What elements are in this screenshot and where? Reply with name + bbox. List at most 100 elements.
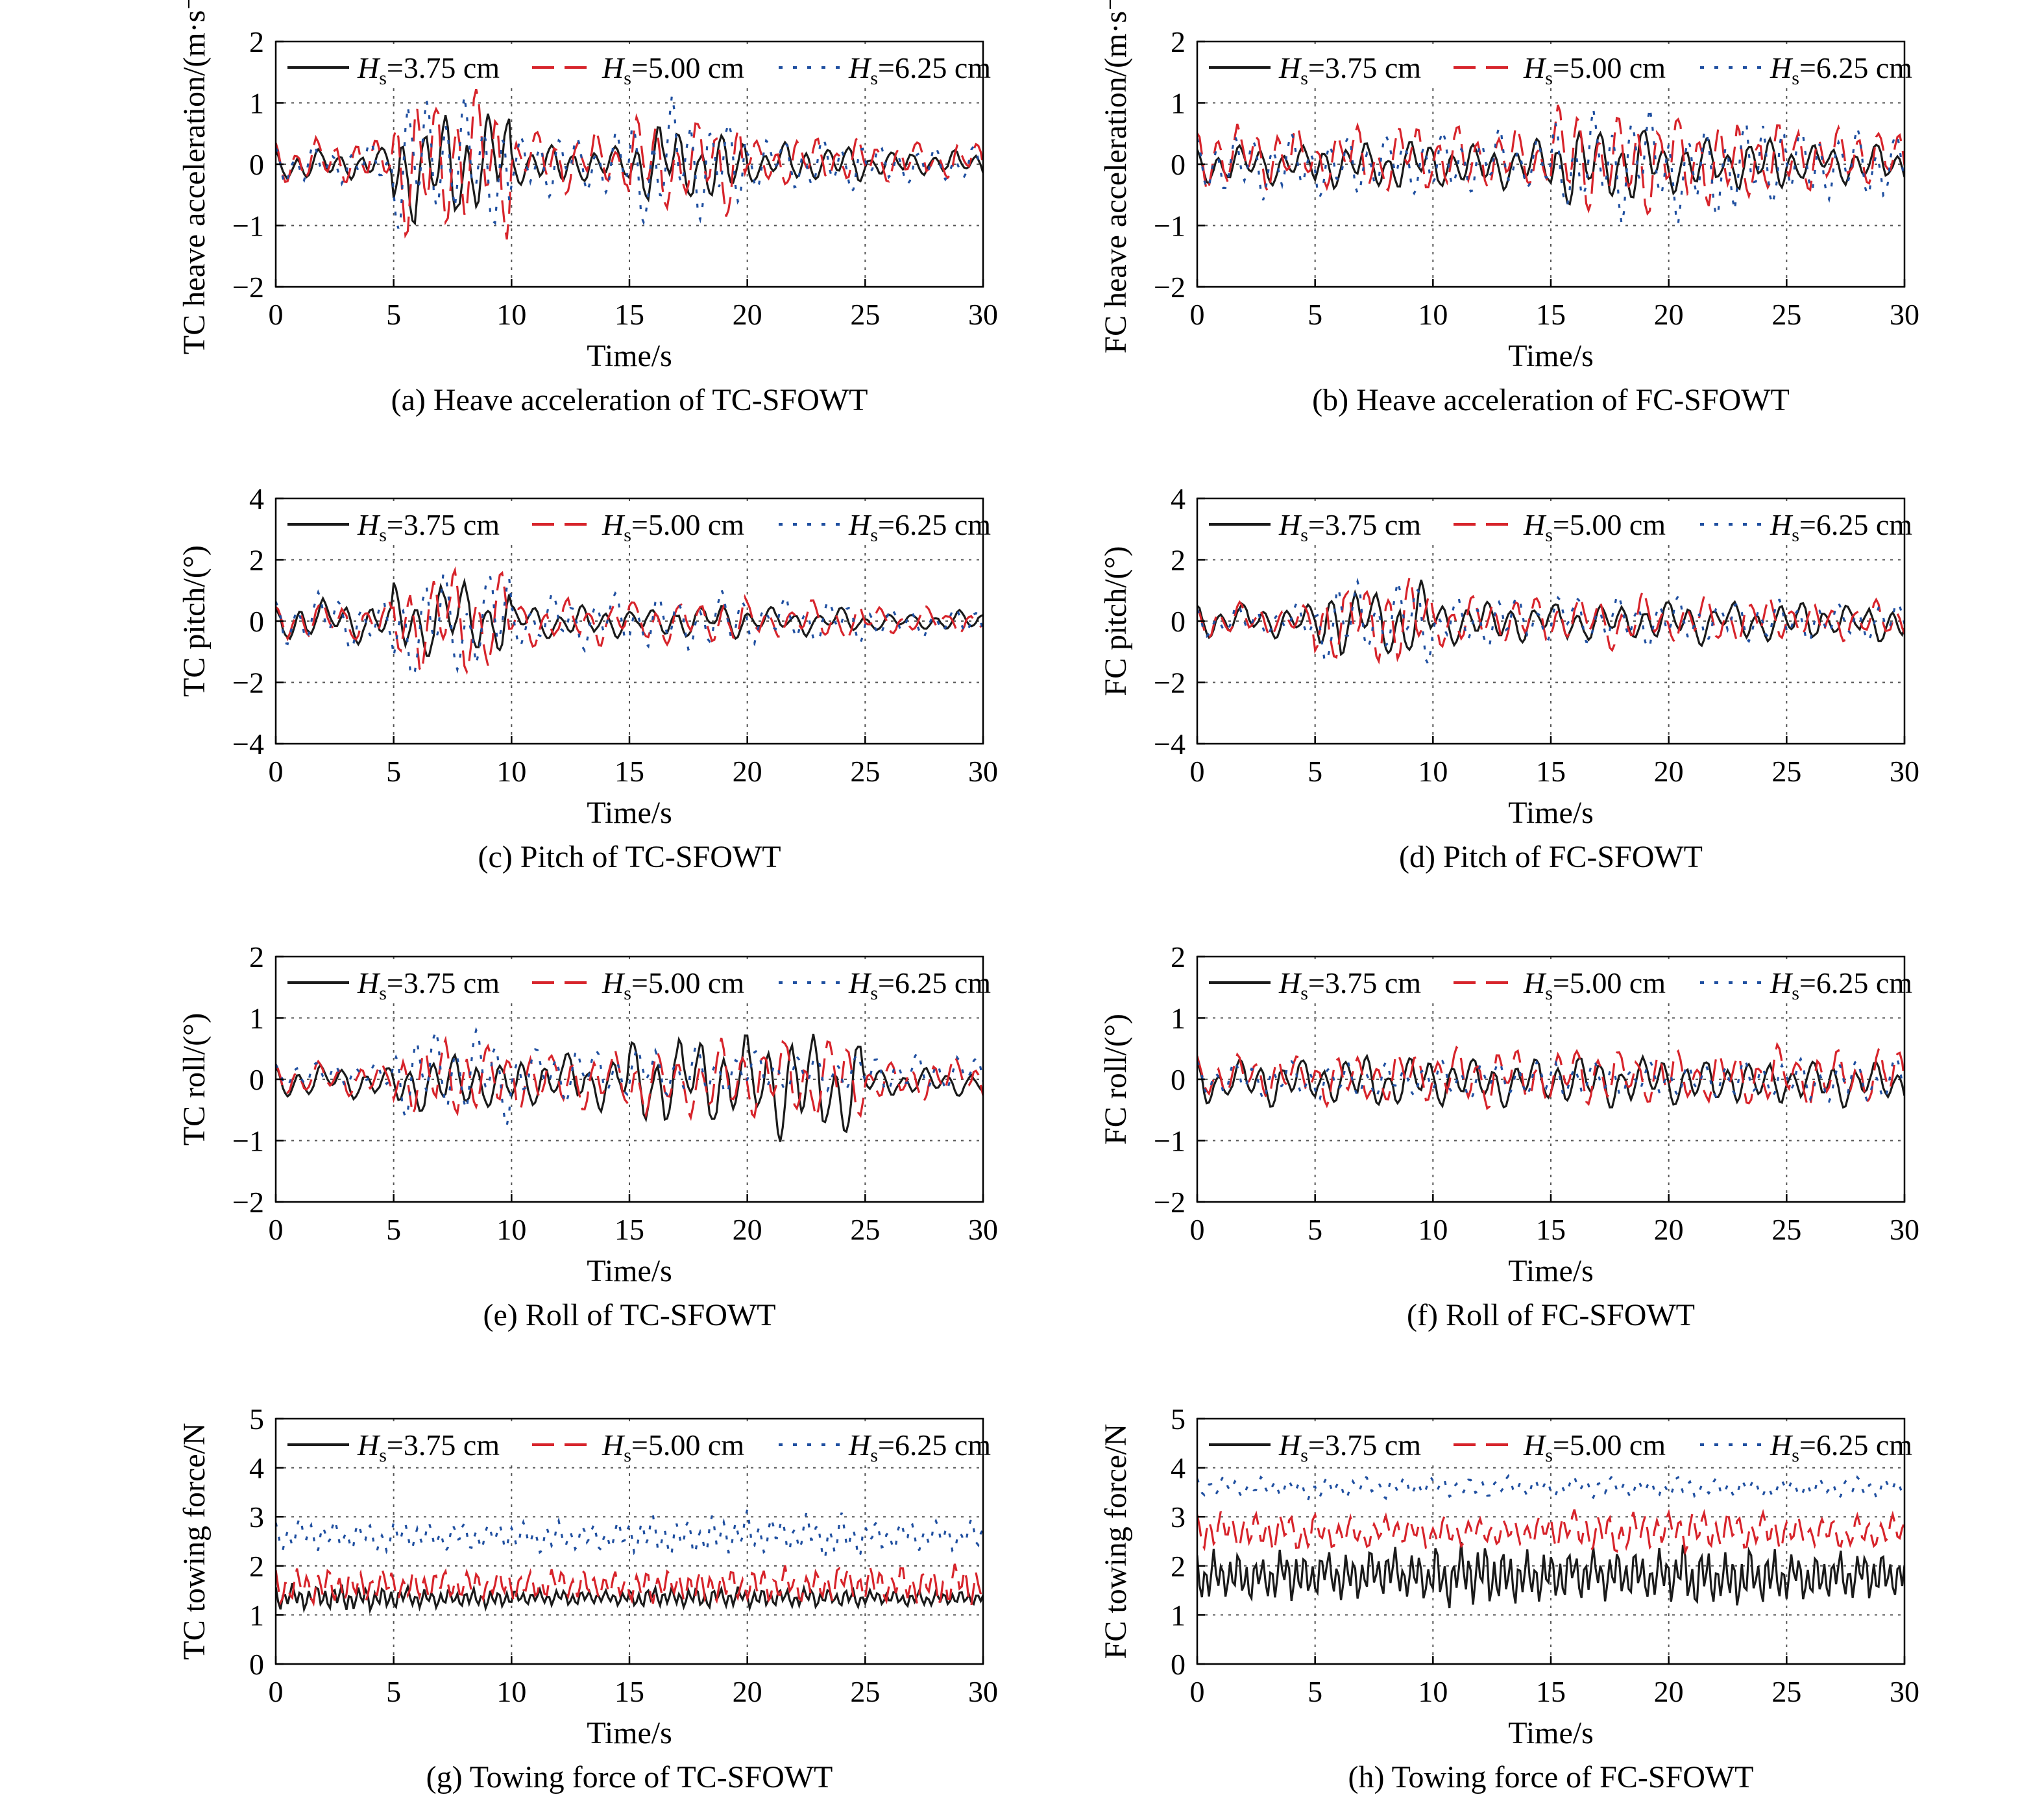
x-tick-label: 25 — [1771, 1675, 1801, 1708]
x-tick-label: 10 — [496, 1213, 526, 1246]
x-tick-label: 20 — [1654, 1213, 1684, 1246]
series-line-3 — [1197, 577, 1904, 668]
subplot-caption: (c) Pitch of TC-SFOWT — [478, 840, 781, 874]
subplot-8: 0 5 10 15 20 25 30 0 1 2 3 4 5 Time/s FC towing force/… — [1099, 1402, 1919, 1794]
y-tick-label: 1 — [249, 1598, 264, 1632]
x-tick-label: 5 — [1308, 1213, 1322, 1246]
legend-label-1: Hs=3.75 cm — [357, 1428, 500, 1466]
subplot-4: 0 5 10 15 20 25 30 −4 −2 0 2 4 Time/s FC pitch/(°) (d)… — [1099, 482, 1919, 874]
series-line-1 — [1197, 580, 1904, 657]
x-tick-label: 20 — [1654, 298, 1684, 331]
y-tick-label: 1 — [1171, 87, 1186, 120]
legend-background — [281, 1424, 978, 1465]
legend-label-3: Hs=6.25 cm — [1770, 1428, 1912, 1466]
series-line-2 — [276, 89, 983, 240]
x-tick-label: 5 — [386, 1675, 401, 1708]
x-tick-label: 0 — [269, 1213, 284, 1246]
legend: Hs=3.75 cm Hs=5.00 cm Hs=6.25 cm — [281, 962, 991, 1004]
y-tick-label: 4 — [1171, 482, 1186, 515]
x-tick-label: 10 — [1418, 298, 1448, 331]
y-tick-label: 4 — [249, 1452, 264, 1485]
subplot-3: 0 5 10 15 20 25 30 −4 −2 0 2 4 Time/s TC pitch/(°) (c)… — [177, 482, 998, 874]
legend-background — [281, 504, 978, 545]
y-axis-label: FC towing force/N — [1099, 1424, 1133, 1659]
x-axis-label: Time/s — [587, 796, 672, 830]
y-tick-label: 2 — [1171, 544, 1186, 577]
legend-label-3: Hs=6.25 cm — [1770, 966, 1912, 1004]
series-line-1 — [1197, 128, 1904, 206]
series-line-2 — [276, 566, 983, 675]
series-line-3 — [1197, 1474, 1904, 1502]
legend-label-2: Hs=5.00 cm — [602, 966, 744, 1004]
x-tick-label: 15 — [1536, 1213, 1566, 1246]
x-tick-label: 20 — [1654, 755, 1684, 788]
series-line-2 — [1197, 1508, 1904, 1556]
x-tick-label: 30 — [968, 755, 998, 788]
legend-label-2: Hs=5.00 cm — [602, 508, 744, 546]
legend-label-3: Hs=6.25 cm — [848, 1428, 991, 1466]
subplot-2: 0 5 10 15 20 25 30 −2 −1 0 1 2 Time/s FC heave accele… — [1099, 0, 1919, 417]
y-axis-label: FC pitch/(°) — [1099, 546, 1133, 696]
legend: Hs=3.75 cm Hs=5.00 cm Hs=6.25 cm — [1202, 504, 1912, 546]
y-tick-label: 2 — [249, 25, 264, 58]
y-tick-label: −2 — [232, 1186, 264, 1219]
legend-label-3: Hs=6.25 cm — [848, 508, 991, 546]
x-tick-label: 0 — [1190, 1213, 1205, 1246]
legend: Hs=3.75 cm Hs=5.00 cm Hs=6.25 cm — [1202, 1424, 1912, 1466]
x-tick-label: 15 — [1536, 1675, 1566, 1708]
x-tick-label: 5 — [386, 298, 401, 331]
x-tick-label: 15 — [1536, 755, 1566, 788]
legend-background — [281, 962, 978, 1003]
subplot-caption: (b) Heave acceleration of FC-SFOWT — [1312, 383, 1790, 417]
y-tick-label: 2 — [1171, 940, 1186, 973]
legend-label-1: Hs=3.75 cm — [1278, 508, 1421, 546]
y-tick-label: 5 — [1171, 1402, 1186, 1436]
legend-background — [281, 47, 978, 88]
y-axis-label: FC roll/(°) — [1099, 1014, 1133, 1145]
y-tick-label: 5 — [249, 1402, 264, 1436]
y-tick-label: −1 — [232, 1125, 264, 1158]
series-line-2 — [276, 1035, 983, 1121]
x-tick-label: 0 — [1190, 298, 1205, 331]
series-line-3 — [276, 573, 983, 678]
legend-label-2: Hs=5.00 cm — [1523, 508, 1666, 546]
y-tick-label: 0 — [1171, 148, 1186, 181]
y-tick-label: −1 — [232, 210, 264, 243]
legend-label-3: Hs=6.25 cm — [848, 51, 991, 89]
legend-label-2: Hs=5.00 cm — [1523, 966, 1666, 1004]
legend-label-2: Hs=5.00 cm — [1523, 51, 1666, 89]
series-line-2 — [1197, 574, 1904, 665]
y-tick-label: 0 — [1171, 1648, 1186, 1681]
x-tick-label: 30 — [1890, 1213, 1919, 1246]
x-tick-label: 25 — [850, 1675, 880, 1708]
subplot-1: 0 5 10 15 20 25 30 −2 −1 0 1 2 Time/s TC heave accele… — [177, 0, 998, 417]
x-tick-label: 20 — [733, 1213, 762, 1246]
legend: Hs=3.75 cm Hs=5.00 cm Hs=6.25 cm — [281, 47, 991, 89]
x-tick-label: 10 — [1418, 1213, 1448, 1246]
y-tick-label: −2 — [1154, 271, 1186, 304]
series-line-3 — [1197, 1055, 1904, 1103]
y-tick-label: −2 — [232, 667, 264, 700]
y-tick-label: 0 — [249, 605, 264, 638]
x-tick-label: 10 — [1418, 1675, 1448, 1708]
series-line-1 — [276, 577, 983, 657]
y-tick-label: −2 — [1154, 1186, 1186, 1219]
series-line-2 — [276, 1563, 983, 1609]
legend-background — [1202, 1424, 1899, 1465]
subplot-caption: (f) Roll of FC-SFOWT — [1407, 1298, 1695, 1332]
series-line-1 — [1197, 1541, 1904, 1609]
x-tick-label: 20 — [733, 1675, 762, 1708]
x-axis-label: Time/s — [1508, 1716, 1594, 1750]
x-tick-label: 30 — [968, 1675, 998, 1708]
x-tick-label: 30 — [1890, 1675, 1919, 1708]
subplot-caption: (d) Pitch of FC-SFOWT — [1399, 840, 1703, 874]
subplot-caption: (h) Towing force of FC-SFOWT — [1348, 1760, 1753, 1794]
y-tick-label: 1 — [249, 1002, 264, 1035]
y-tick-label: −1 — [1154, 1125, 1186, 1158]
x-tick-label: 5 — [1308, 1675, 1322, 1708]
x-tick-label: 30 — [968, 1213, 998, 1246]
legend-label-2: Hs=5.00 cm — [602, 51, 744, 89]
y-tick-label: 4 — [1171, 1452, 1186, 1485]
y-tick-label: −2 — [232, 271, 264, 304]
legend-background — [1202, 504, 1899, 545]
